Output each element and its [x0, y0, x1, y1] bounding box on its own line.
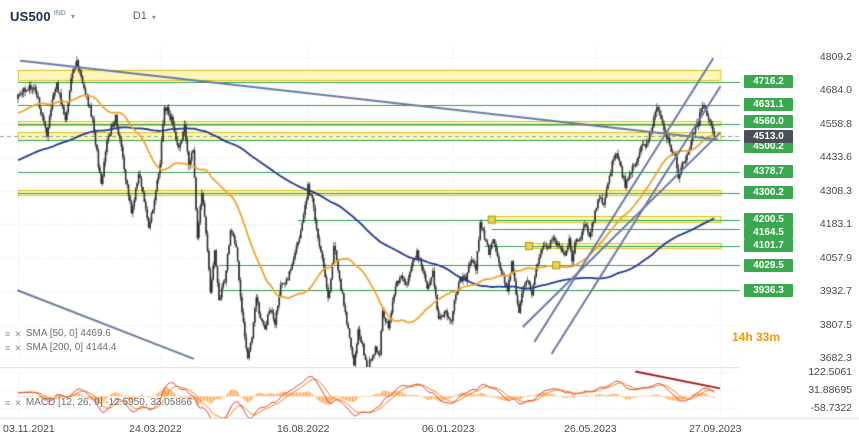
symbol-selector[interactable]: US500 IND ▾	[10, 9, 75, 24]
indicator-label-sma50: SMA [50, 0] 4469.6	[25, 328, 111, 339]
indicator-legend-macd: ≡ ✕ MACD [12, 26, 9] -12.5950, 33.05866	[5, 397, 192, 408]
chevron-down-icon: ▾	[151, 13, 156, 22]
price-level-badge[interactable]: 3936.3	[744, 283, 793, 297]
price-level-badge[interactable]: 4500.2	[744, 140, 793, 154]
price-level-badge[interactable]: 4560.0	[744, 115, 793, 129]
y-axis-label: 4809.2	[819, 51, 852, 63]
y-axis-label: 4684.0	[819, 84, 852, 97]
y-axis-label: 3682.3	[819, 352, 852, 364]
y-axis-label: 4057.9	[819, 251, 852, 264]
timeframe-selector[interactable]: D1 ▾	[133, 10, 156, 22]
y-axis-label: 4308.3	[819, 184, 852, 197]
price-level-badge[interactable]: 4029.5	[744, 258, 793, 272]
x-axis-label: 03.11.2021	[3, 423, 55, 435]
x-axis-label: 06.01.2023	[421, 423, 475, 435]
indicator-legend-sma200: ≡ ✕ SMA [200, 0] 4144.4	[5, 342, 116, 353]
price-level-badge[interactable]: 4300.2	[744, 186, 793, 200]
macd-axis-label: 122.5061	[808, 366, 852, 378]
price-level-badge[interactable]: 4716.2	[744, 75, 793, 89]
y-axis-label: 4558.8	[819, 117, 852, 130]
price-level-badge[interactable]: 4101.7	[744, 239, 793, 253]
indicator-remove-icon[interactable]: ✕	[14, 397, 22, 408]
current-price-badge: 4513.0	[744, 129, 793, 143]
indicator-menu-icon[interactable]: ≡	[5, 342, 11, 353]
y-axis-label: 3807.5	[819, 318, 852, 331]
price-level-badge[interactable]: 4631.1	[744, 98, 793, 112]
indicator-menu-icon[interactable]: ≡	[5, 328, 11, 339]
y-axis-label: 4183.1	[819, 218, 852, 231]
indicator-remove-icon[interactable]: ✕	[14, 328, 22, 339]
y-axis-label: 4433.6	[819, 151, 852, 164]
y-axis-label: 3932.7	[819, 285, 852, 298]
indicator-legend-sma50: ≡ ✕ SMA [50, 0] 4469.6	[5, 328, 111, 339]
indicator-menu-icon[interactable]: ≡	[5, 397, 11, 408]
symbol-market-type: IND	[53, 9, 66, 17]
symbol-name: US500	[10, 8, 51, 24]
indicator-label-sma200: SMA [200, 0] 4144.4	[25, 342, 117, 353]
indicator-remove-icon[interactable]: ✕	[14, 342, 22, 353]
price-level-badge[interactable]: 4200.5	[744, 213, 793, 227]
price-level-badge[interactable]: 4164.5	[744, 225, 793, 239]
price-level-badge[interactable]: 4378.7	[744, 165, 793, 179]
x-axis-label: 16.08.2022	[276, 423, 330, 435]
indicator-label-macd: MACD [12, 26, 9] -12.5950, 33.05866	[25, 397, 193, 408]
toolbar: US500 IND ▾ D1 ▾	[0, 0, 156, 32]
x-axis-label: 26.05.2023	[564, 423, 617, 435]
x-axis-label: 27.09.2023	[688, 423, 742, 435]
candle-countdown: 14h 33m	[731, 330, 780, 344]
timeframe-label: D1	[132, 10, 147, 22]
x-axis-label: 24.03.2022	[129, 423, 182, 435]
macd-axis-label: -58.7322	[810, 402, 852, 414]
macd-axis-label: 31.88695	[808, 384, 852, 396]
chevron-down-icon: ▾	[70, 11, 75, 21]
